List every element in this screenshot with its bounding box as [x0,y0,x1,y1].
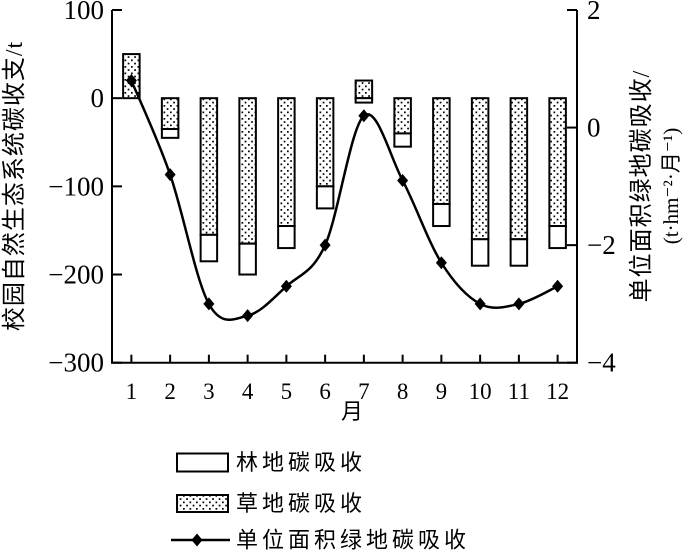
legend-diamond-icon [191,533,203,547]
line-marker-diamond [552,279,564,293]
x-axis-tick-label: 7 [358,379,370,404]
bar-segment-grass [238,97,257,245]
x-axis-tick-label: 1 [126,379,138,404]
line-marker-diamond [203,297,215,311]
bar-segment-forest [393,132,412,148]
left-axis-tick-label: 100 [64,0,105,25]
left-axis-tick-label: −300 [48,348,104,378]
line-marker-diamond [397,173,409,187]
bar-segment-grass [470,97,490,241]
line-marker-diamond [358,109,370,123]
legend-label-forest: 林地碳吸收 [236,450,366,475]
x-axis-tick-label: 5 [281,379,293,404]
bar-segment-grass [354,79,374,100]
x-axis-tick-label: 6 [319,379,331,404]
right-axis-tick-label: −2 [587,230,616,260]
bar-segment-forest [432,202,451,228]
bar-segment-grass [393,97,412,135]
line-marker-diamond [319,238,331,252]
bar-segment-forest [315,185,335,210]
bar-segment-grass [160,97,180,131]
line-marker-diamond [125,74,137,88]
left-axis-tick-label: 0 [91,83,105,113]
bar-segment-forest [470,238,490,267]
bar-segment-grass [277,97,296,228]
x-axis-tick-label: 2 [164,379,176,404]
x-axis-tick-label: 3 [203,379,215,404]
bar-segment-forest [509,238,529,267]
bar-segment-forest [548,225,567,250]
x-axis-title: 月 [341,399,363,424]
axis-frame [111,10,578,364]
right-axis-title-line1: 单位面积绿地碳吸收/ [628,70,655,303]
x-axis-tick-label: 10 [469,379,492,404]
x-axis-tick-label: 11 [508,379,530,404]
bar-segment-grass [548,97,567,228]
bar-segment-forest [354,97,374,104]
x-axis-tick-label: 12 [546,379,569,404]
x-axis-tick-label: 4 [242,379,254,404]
legend-label-grass: 草地碳吸收 [236,491,366,516]
bar-segment-forest [238,242,257,276]
left-axis-title: 校园自然生态系统碳收支/t [1,41,28,331]
legend: 林地碳吸收 草地碳吸收 单位面积绿地碳吸收 [171,450,470,553]
left-axis-tick-label: −100 [48,171,104,201]
right-axis-tick-label: 0 [587,113,601,143]
bar-segment-grass [199,97,219,236]
right-axis-tick-label: 2 [587,0,601,25]
bar-segment-grass [432,97,451,205]
bar-segment-forest [277,225,296,250]
right-axis-tick-label: −4 [587,348,616,378]
legend-swatch-grass [176,494,229,513]
line-marker-diamond [474,297,486,311]
bar-segment-grass [509,97,529,241]
line-marker-diamond [164,168,176,182]
line-marker-diamond [435,256,447,270]
line-layer [125,74,564,323]
left-axis-tick-label: −200 [48,260,104,290]
line-marker-diamond [242,309,254,323]
x-axis-tick-label: 8 [397,379,409,404]
right-axis-title-line2: (t·hm⁻²·月⁻¹) [659,128,683,244]
x-axis-tick-label: 9 [436,379,448,404]
line-marker-diamond [513,297,525,311]
legend-swatch-forest [176,452,229,473]
line-marker-diamond [280,279,292,293]
bars-layer [122,53,567,276]
bar-segment-grass [315,97,335,188]
legend-label-unit-area: 单位面积绿地碳吸收 [236,528,470,553]
bar-segment-forest [199,233,219,263]
bar-segment-forest [160,128,180,139]
unit-area-line [130,80,559,321]
